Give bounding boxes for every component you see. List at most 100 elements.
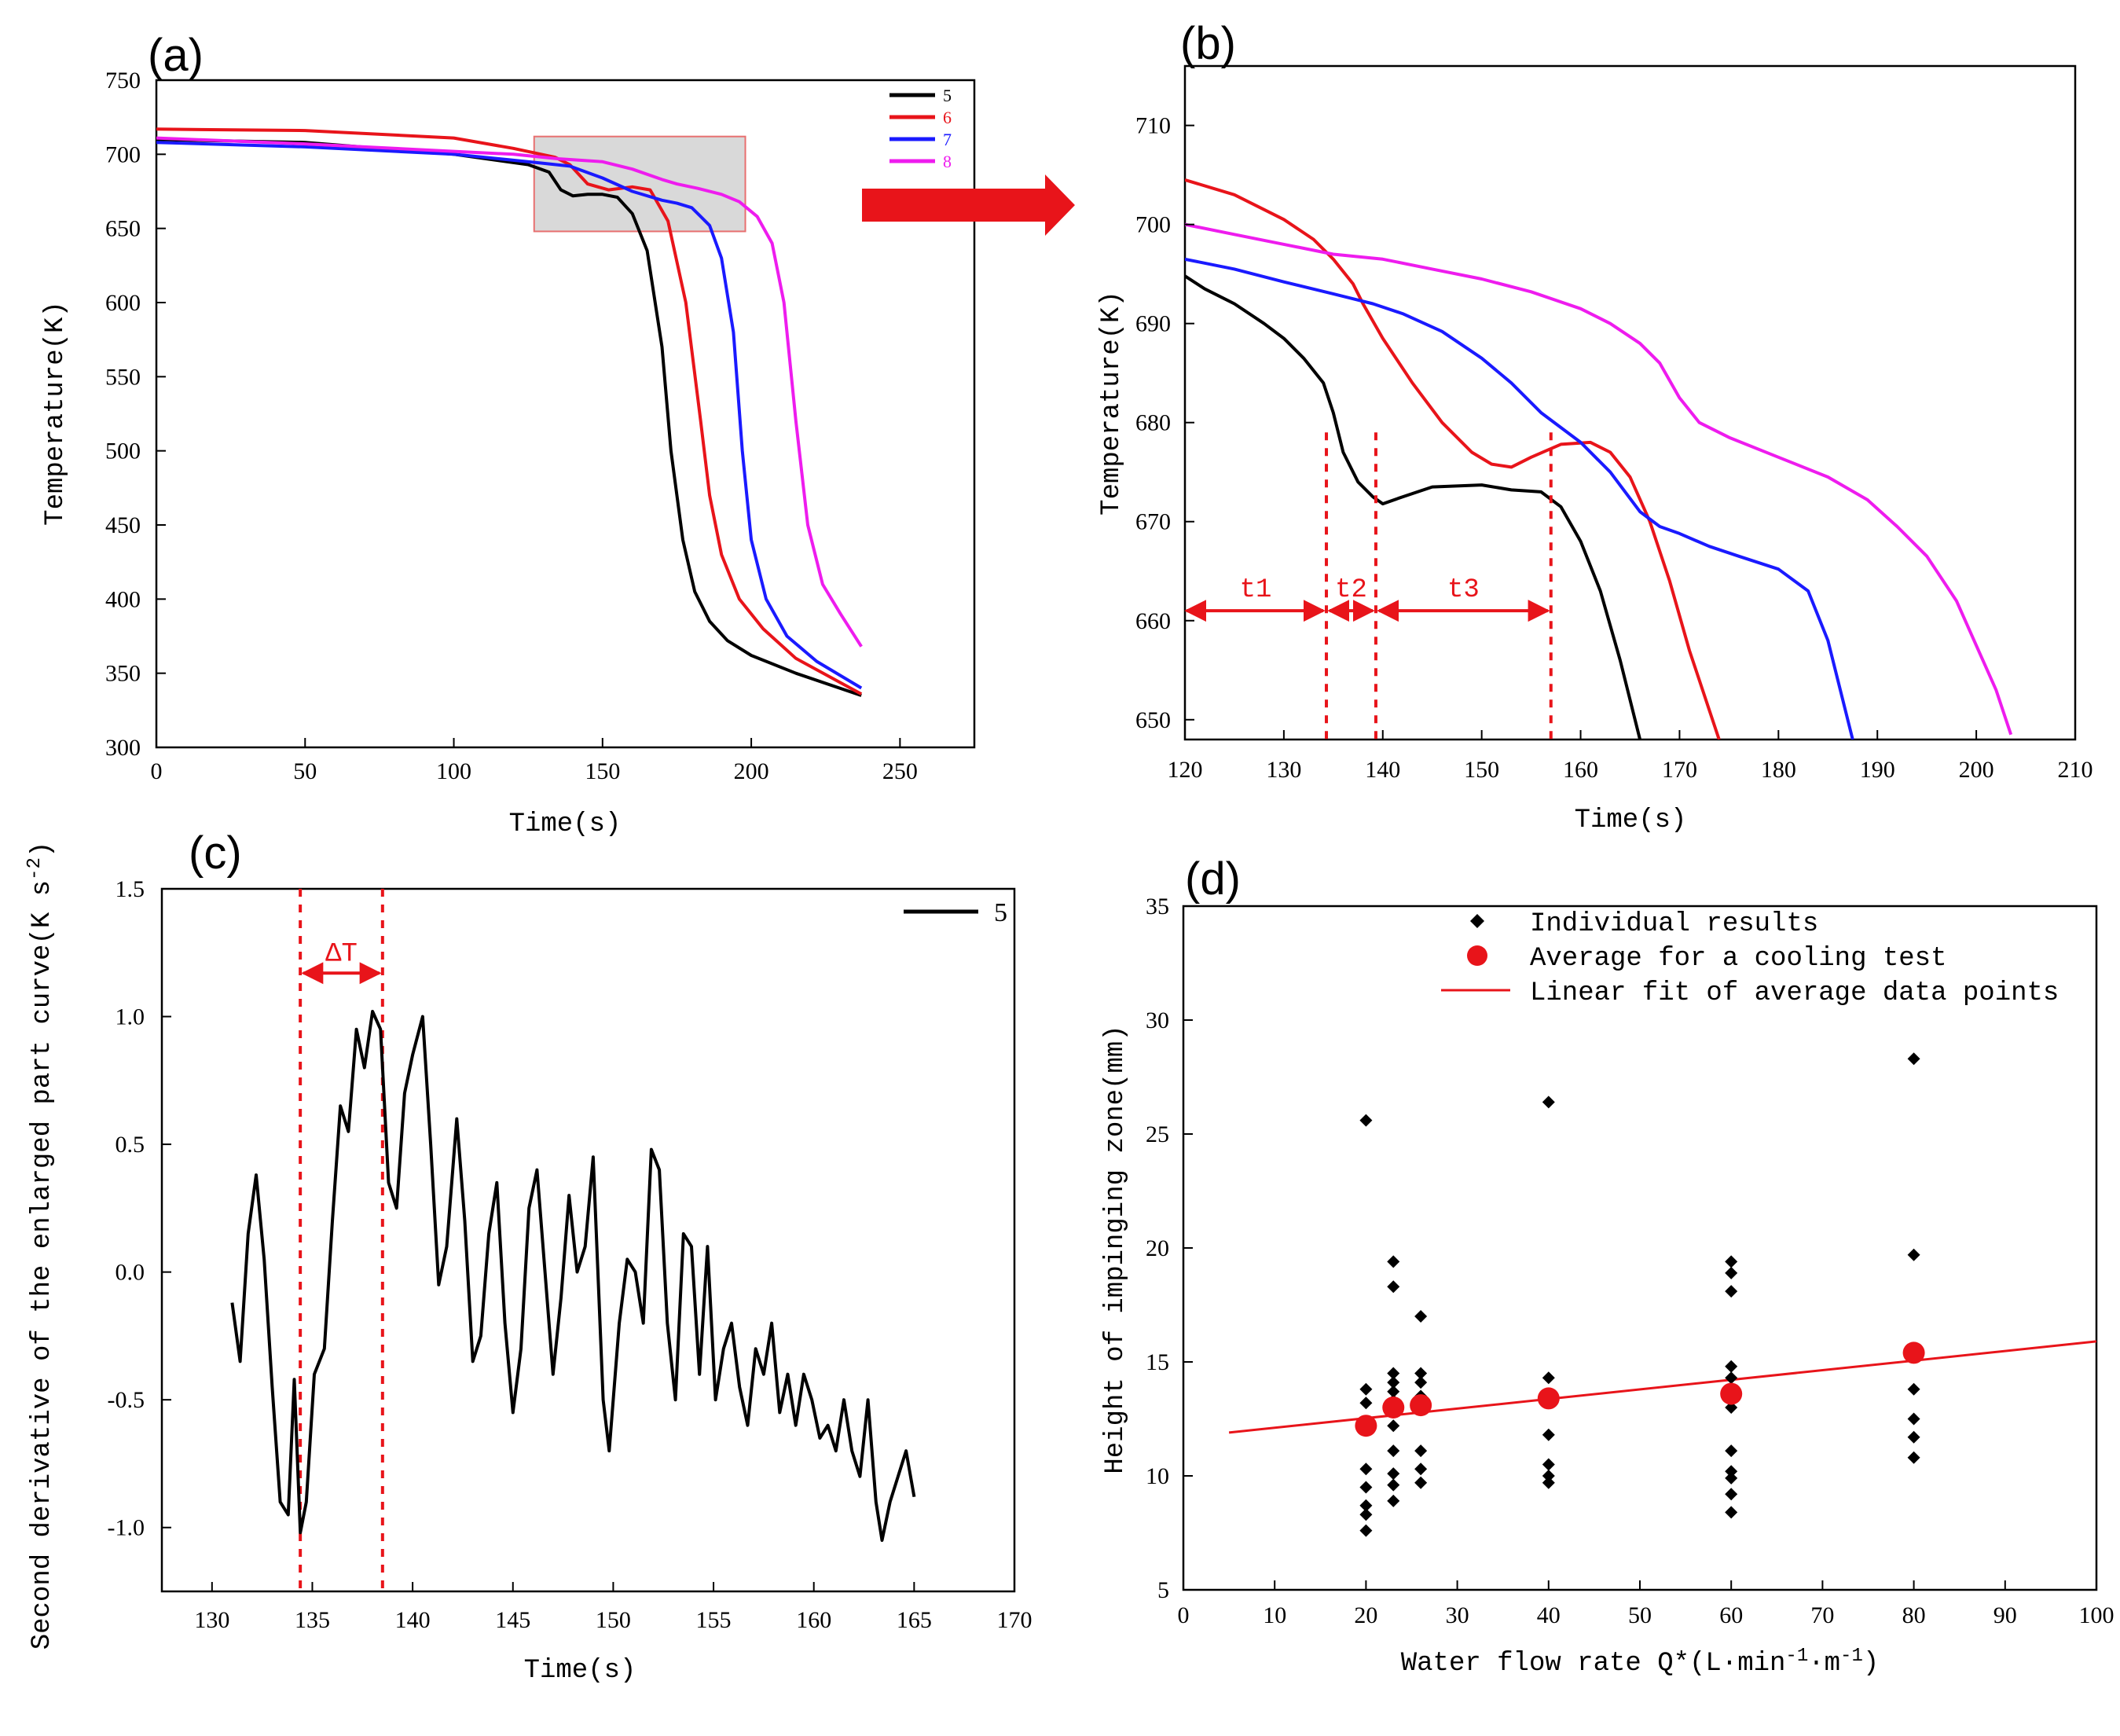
panel-c-y-axis-title: Second derivative of the enlarged part c… [24, 842, 57, 1650]
series-line-8 [1185, 222, 2013, 736]
panel-d-x-axis-title-main: Water flow rate Q*(L·min [1401, 1649, 1786, 1679]
x-tick-label: 90 [1993, 1602, 2017, 1628]
x-tick-label: 70 [1810, 1602, 1834, 1628]
panel-b-x-ticks: 120 130 140 150 160 170 180 190 200 210 [1168, 730, 2093, 783]
x-tick-label: 160 [1563, 757, 1598, 783]
y-tick-label: 680 [1135, 410, 1171, 436]
panel-b-letter: (b) [1180, 18, 1236, 69]
individual-point [1359, 1499, 1373, 1512]
individual-point [1414, 1367, 1428, 1380]
panel-c-plot-frame [160, 887, 1016, 1593]
t2-label: t2 [1335, 575, 1367, 605]
x-tick-label: 30 [1446, 1602, 1469, 1628]
individual-point [1907, 1412, 1920, 1426]
individual-point [1359, 1524, 1373, 1537]
panel-a-plot-frame [155, 79, 976, 749]
individual-point [1387, 1255, 1400, 1268]
average-point [1410, 1394, 1432, 1417]
x-tick-label: 80 [1902, 1602, 1926, 1628]
panel-d-average-points [1355, 1341, 1925, 1437]
x-tick-label: 50 [293, 758, 317, 784]
panel-b-plot-frame [1183, 64, 2077, 741]
y-tick-label: 30 [1146, 1007, 1169, 1033]
individual-point [1387, 1419, 1400, 1433]
x-tick-label: 0 [151, 758, 163, 784]
series-line-5 [156, 138, 862, 697]
panel-c: (c) ΔT 130 135 140 145 150 155 160 165 170 -1.0-… [24, 828, 1032, 1686]
y-tick-label: 690 [1135, 311, 1171, 337]
x-tick-label: 200 [1959, 757, 1994, 783]
series-line-7 [156, 141, 863, 690]
x-tick-label: 145 [495, 1607, 530, 1633]
x-tick-label: 200 [734, 758, 769, 784]
x-tick-label: 165 [897, 1607, 932, 1633]
panel-a-zoom-region [533, 135, 746, 233]
panel-c-legend-label: 5 [994, 898, 1007, 927]
individual-point [1907, 1430, 1920, 1444]
individual-point [1725, 1471, 1738, 1485]
y-tick-label: 25 [1146, 1121, 1169, 1147]
individual-point [1907, 1052, 1920, 1066]
x-tick-label: 130 [194, 1607, 229, 1633]
average-point [1902, 1341, 1925, 1364]
y-tick-label: 650 [105, 216, 141, 242]
fit-line [1228, 1340, 2097, 1434]
individual-point [1414, 1310, 1428, 1323]
panel-d-x-axis-title-close: ) [1863, 1649, 1879, 1679]
panel-d-plot-frame [1182, 905, 2098, 1591]
individual-point [1907, 1248, 1920, 1261]
x-tick-label: 40 [1537, 1602, 1561, 1628]
panel-c-letter: (c) [189, 828, 242, 879]
panel-d-x-axis-title: Water flow rate Q*(L·min-1·m-1) [1401, 1646, 1880, 1679]
x-tick-label: 130 [1266, 757, 1301, 783]
y-tick-label: 650 [1135, 707, 1171, 733]
panel-a: (a) 0 50 100 150 200 250 30035040045050055060… [41, 30, 976, 839]
x-tick-label: 140 [1365, 757, 1400, 783]
x-tick-label: 0 [1178, 1602, 1190, 1628]
x-tick-label: 20 [1354, 1602, 1377, 1628]
x-tick-label: 150 [596, 1607, 631, 1633]
legend-individual-label: Individual results [1530, 909, 1818, 939]
legend-individual-marker-icon [1470, 914, 1484, 928]
x-tick-label: 10 [1263, 1602, 1286, 1628]
y-tick-label: 35 [1146, 894, 1169, 919]
y-tick-label: 670 [1135, 509, 1171, 535]
panel-c-x-ticks: 130 135 140 145 150 155 160 165 170 [194, 1582, 1032, 1633]
y-tick-label: 0.5 [116, 1132, 145, 1158]
x-tick-label: 60 [1719, 1602, 1743, 1628]
legend-average-label: Average for a cooling test [1530, 944, 1947, 974]
panel-b-y-axis-title: Temperature(K) [1097, 291, 1127, 516]
individual-point [1725, 1465, 1738, 1478]
zoom-arrow-icon [862, 174, 1075, 236]
x-tick-label: 190 [1860, 757, 1895, 783]
panel-c-x-axis-title: Time(s) [524, 1656, 636, 1686]
panel-d: (d) 0 10 20 30 40 50 60 70 80 90 100 5 10 15 20 25 30 35… [1101, 853, 2114, 1679]
average-point [1537, 1387, 1560, 1410]
panel-a-series [156, 127, 863, 697]
panel-c-y-ticks: -1.0 -0.5 0.0 0.5 1.0 1.5 [108, 876, 171, 1541]
y-tick-label: 0.0 [116, 1260, 145, 1286]
t3-label: t3 [1447, 575, 1480, 605]
y-tick-label: 350 [105, 661, 141, 687]
panel-b-annotations [1184, 432, 1553, 740]
panel-c-y-axis-title-close: ) [28, 842, 57, 857]
x-tick-label: 100 [2079, 1602, 2114, 1628]
individual-point [1387, 1280, 1400, 1294]
individual-point [1725, 1488, 1738, 1501]
legend-label-5: 5 [943, 86, 952, 105]
panel-a-legend: 5 6 7 8 [889, 86, 952, 171]
panel-b-series [1185, 178, 2013, 740]
individual-point [1542, 1096, 1555, 1109]
legend-label-6: 6 [943, 108, 952, 127]
x-tick-label: 155 [696, 1607, 732, 1633]
individual-point [1725, 1255, 1738, 1268]
x-tick-label: 150 [585, 758, 620, 784]
panel-d-fit-line [1228, 1340, 2097, 1434]
series-line-5 [1185, 274, 1642, 740]
individual-point [1387, 1376, 1400, 1389]
individual-point [1387, 1444, 1400, 1458]
average-point [1382, 1397, 1405, 1419]
individual-point [1359, 1508, 1373, 1521]
individual-point [1359, 1397, 1373, 1410]
